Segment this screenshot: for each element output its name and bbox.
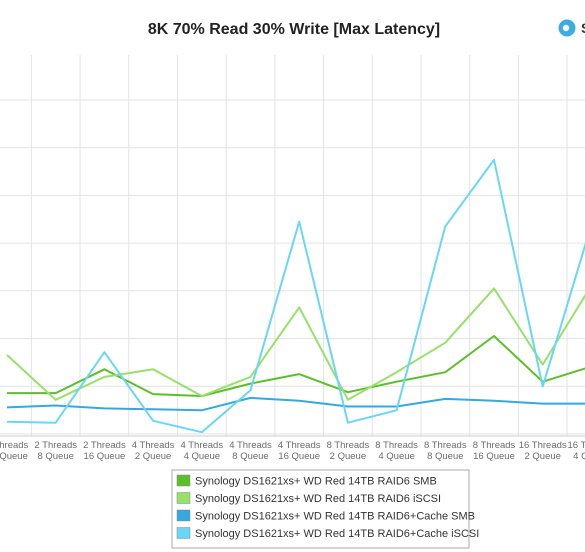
logo-icon[interactable]: S [558,19,585,37]
legend-box [171,469,470,549]
legend-swatch[interactable] [176,492,191,504]
series-line-2[interactable] [6,286,585,401]
x-tick-label: 2 Threads 8 Queue [34,440,77,462]
x-tick-label: 4 Threads 4 Queue [180,440,223,462]
series-line-1[interactable] [7,335,585,397]
legend-label[interactable]: Synology DS1621xs+ WD Red 14TB RAID6+Cac… [195,528,479,540]
chart-title: 8K 70% Read 30% Write [Max Latency] [148,21,440,38]
legend-swatch[interactable] [176,527,191,539]
logo-label: S [581,20,585,36]
x-tick-label: 8 Threads 8 Queue [424,440,467,462]
legend: Synology DS1621xs+ WD Red 14TB RAID6 SMB… [171,469,479,549]
legend-label[interactable]: Synology DS1621xs+ WD Red 14TB RAID6+Cac… [195,511,475,523]
logo-icon-dot [562,24,570,32]
series-line-4[interactable] [6,158,585,434]
legend-swatch[interactable] [176,509,191,522]
legend-swatch[interactable] [176,474,191,487]
x-tick-label: 4 Threads 2 Queue [132,440,175,462]
grid [0,55,585,437]
x-tick-label: 4 Threads 8 Queue [229,440,272,462]
legend-label[interactable]: Synology DS1621xs+ WD Red 14TB RAID6 iSC… [195,493,441,505]
series-lines [6,158,585,434]
x-tick-label: 4 Threads 16 Queue [278,440,321,462]
x-tick-label: 8 Threads 4 Queue [375,440,418,462]
x-tick-label: 2 Threads 16 Queue [83,440,126,462]
x-tick-label: 8 Threads 2 Queue [327,440,370,462]
legend-label[interactable]: Synology DS1621xs+ WD Red 14TB RAID6 SMB [195,476,437,488]
series-line-3[interactable] [6,396,585,412]
x-tick-label: 8 Threads 16 Queue [473,440,516,462]
x-tick-label: 16 Threads 2 Queue [519,440,567,462]
